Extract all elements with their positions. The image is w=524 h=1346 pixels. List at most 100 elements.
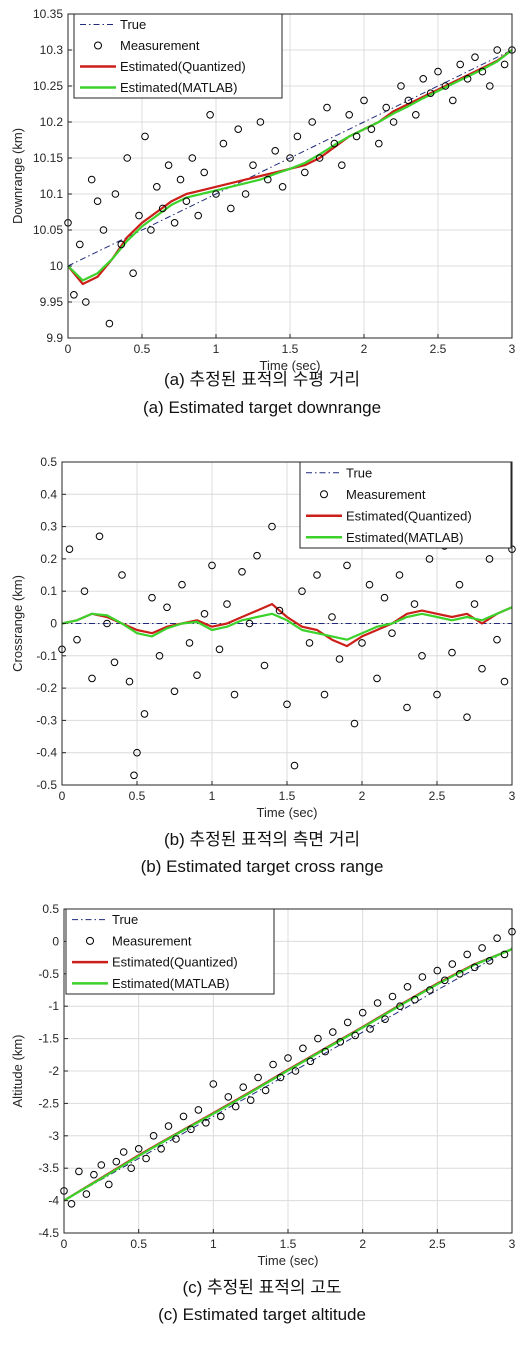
x-tick-label: 1.5 — [279, 789, 296, 803]
caption-korean: (c) 추정된 표적의 고도 — [182, 1278, 342, 1297]
measurement-point — [260, 661, 269, 670]
measurement-point — [358, 1008, 367, 1017]
measurement-point — [82, 298, 90, 306]
measurement-point — [140, 710, 149, 718]
measurement-point — [155, 652, 164, 660]
measurement-point — [388, 992, 397, 1001]
measurement-point — [246, 1096, 255, 1104]
x-axis: 0 0.5 1 1.5 2 2.5 3 — [65, 334, 516, 356]
measurement-point — [360, 96, 368, 105]
measurement-point — [90, 1170, 98, 1179]
measurement-point — [315, 154, 324, 162]
measurement-point — [130, 771, 138, 780]
measurement-point — [314, 1034, 322, 1043]
y-tick-label: 10.3 — [40, 43, 64, 57]
legend-label-measurement: Measurement — [346, 487, 426, 502]
measurement-point — [249, 161, 257, 169]
measurement-point — [404, 96, 413, 105]
measurement-point — [188, 154, 197, 162]
measurement-point — [493, 635, 501, 644]
measurement-point — [433, 966, 442, 975]
y-tick-label: -1 — [48, 999, 59, 1013]
measurement-point — [301, 168, 309, 177]
measurement-point — [418, 973, 427, 981]
measurement-point — [286, 154, 294, 162]
measurement-point — [441, 976, 449, 985]
legend-label-true: True — [120, 17, 146, 32]
x-axis-label: Time (sec) — [258, 1253, 319, 1268]
x-axis: 0 0.5 1 1.5 2 2.5 3 — [59, 781, 516, 803]
legend: True Measurement Estimated(Quantized) Estim… — [65, 908, 275, 995]
measurement-point — [290, 761, 299, 770]
measurement-point — [373, 999, 382, 1007]
series-measurement — [60, 927, 516, 1208]
figure-panel-crossrange: 0 0.5 1 1.5 2 2.5 3 -0.5 -0.4 -0.3 -0.2 -0.1 0 0.1 0.2… — [0, 450, 524, 898]
measurement-point — [373, 674, 381, 683]
line-estimated-matlab — [63, 948, 513, 1202]
measurement-point — [271, 147, 280, 155]
series-measurement — [64, 46, 516, 328]
measurement-point — [284, 1054, 292, 1062]
x-axis-label: Time (sec) — [260, 358, 321, 373]
measurement-point — [87, 175, 96, 184]
caption-english: (b) Estimated target cross range — [140, 857, 384, 876]
measurement-point — [351, 1031, 360, 1040]
measurement-point — [293, 132, 302, 141]
measurement-point — [320, 690, 329, 699]
measurement-point — [88, 674, 96, 683]
measurement-point — [410, 600, 419, 608]
measurement-point — [343, 561, 351, 570]
measurement-point — [135, 211, 143, 220]
measurement-point — [412, 111, 420, 119]
measurement-point — [206, 111, 214, 119]
measurement-point — [425, 555, 434, 563]
y-tick-label: -0.3 — [36, 713, 57, 727]
caption-korean: (b) 추정된 표적의 측면 거리 — [163, 830, 361, 849]
measurement-point — [448, 648, 456, 657]
line-true — [63, 947, 513, 1202]
chart-altitude: 0 0.5 1 1.5 2 2.5 3 -4.5 -4 -3.5 -3 -2.5 -2 -1.5 -1 -0.… — [10, 902, 516, 1268]
y-tick-label: -0.5 — [36, 778, 57, 792]
measurement-point — [182, 197, 191, 205]
y-tick-label: 0.3 — [40, 520, 57, 534]
x-tick-label: 2 — [361, 342, 368, 356]
measurement-point — [256, 118, 265, 126]
legend-label-measurement: Measurement — [120, 38, 200, 53]
measurement-point — [212, 190, 220, 198]
figure-panel-downrange: 0 0.5 1 1.5 2 2.5 3 9.9 9.95 10 10.05 10.1 10.15 10.2… — [0, 0, 524, 450]
measurement-point — [178, 580, 186, 589]
measurement-point — [382, 103, 391, 112]
y-tick-label: 0 — [52, 934, 59, 948]
chart-crossrange: 0 0.5 1 1.5 2 2.5 3 -0.5 -0.4 -0.3 -0.2 -0.1 0 0.1 0.2… — [10, 455, 516, 820]
x-tick-label: 0 — [65, 342, 72, 356]
measurement-point — [338, 161, 346, 169]
series-estimated-matlab — [63, 948, 513, 1202]
x-tick-label: 0.5 — [129, 789, 146, 803]
measurement-point — [149, 1132, 158, 1140]
measurement-point — [426, 986, 434, 994]
y-tick-label: 10.25 — [33, 79, 63, 93]
measurement-point — [111, 190, 120, 198]
measurement-point — [298, 587, 306, 595]
measurement-point — [224, 1093, 233, 1101]
y-tick-label: -4.5 — [38, 1226, 59, 1240]
measurement-point — [82, 1190, 91, 1198]
measurement-point — [123, 154, 131, 162]
measurement-point — [493, 934, 501, 943]
measurement-point — [208, 561, 216, 570]
measurement-point — [164, 1122, 173, 1130]
y-tick-label: 10.2 — [40, 115, 64, 129]
measurement-point — [269, 1060, 277, 1069]
measurement-point — [323, 103, 331, 112]
measurement-point — [328, 613, 336, 621]
measurement-point — [187, 1125, 195, 1134]
measurement-point — [93, 197, 102, 205]
series-estimated-matlab — [67, 49, 513, 282]
measurement-point — [403, 703, 411, 712]
measurement-point — [426, 89, 435, 97]
measurement-point — [478, 664, 486, 673]
x-tick-label: 2.5 — [430, 342, 447, 356]
measurement-point — [291, 1067, 300, 1075]
measurement-point — [153, 183, 161, 191]
measurement-point — [455, 580, 464, 589]
